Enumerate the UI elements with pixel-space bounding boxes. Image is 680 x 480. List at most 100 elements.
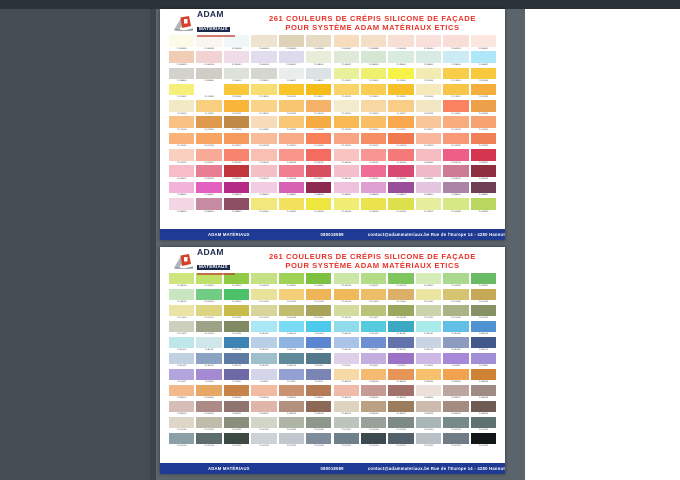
- color-swatch[interactable]: TO-BL024: [223, 353, 250, 369]
- color-swatch[interactable]: TO-VI001: [333, 353, 359, 369]
- color-swatch[interactable]: TO-BR026: [361, 401, 387, 417]
- color-swatch[interactable]: TO-RE013: [196, 165, 222, 181]
- color-swatch[interactable]: TO-BL001: [251, 321, 277, 337]
- color-swatch[interactable]: TO-BR005: [443, 369, 469, 385]
- color-swatch[interactable]: TO-RE015: [251, 165, 277, 181]
- color-swatch[interactable]: TO-OR025: [443, 132, 469, 149]
- color-swatch[interactable]: TO-OL011: [196, 305, 222, 321]
- color-swatch[interactable]: TO-OR001: [443, 100, 469, 116]
- color-swatch[interactable]: TO-VI003: [388, 353, 414, 369]
- color-swatch[interactable]: TO-WH017: [278, 51, 304, 67]
- color-swatch[interactable]: TO-BL013: [251, 337, 277, 353]
- color-swatch[interactable]: TO-OR015: [169, 132, 195, 149]
- color-swatch[interactable]: TO-GY020: [361, 433, 387, 449]
- color-swatch[interactable]: TO-GY009: [388, 417, 414, 433]
- color-swatch[interactable]: TO-GY005: [278, 417, 304, 433]
- color-swatch[interactable]: TO-OL008: [443, 289, 469, 305]
- color-swatch[interactable]: TO-BR017: [443, 385, 469, 401]
- color-swatch[interactable]: TO-MA015: [223, 197, 250, 214]
- color-swatch[interactable]: TO-RE007: [361, 149, 387, 165]
- color-swatch[interactable]: TO-GR015: [306, 273, 332, 289]
- color-swatch[interactable]: TO-BL005: [361, 321, 387, 337]
- color-swatch[interactable]: TO-RE002: [223, 149, 250, 165]
- color-swatch[interactable]: TO-YE022: [251, 100, 277, 116]
- color-swatch[interactable]: TO-OL016: [333, 305, 359, 321]
- color-swatch[interactable]: TO-OL012: [223, 305, 250, 321]
- color-swatch[interactable]: TO-BL018: [388, 337, 414, 353]
- color-swatch[interactable]: TO-RE010: [443, 149, 469, 165]
- color-swatch[interactable]: TO-GR019: [415, 273, 442, 289]
- document-page-1[interactable]: ADAM MATÉRIAUX 261 COULEURS DE CRÉPIS SI…: [160, 9, 505, 240]
- color-swatch[interactable]: TO-MA008: [361, 181, 387, 198]
- color-swatch[interactable]: TO-RE004: [278, 149, 304, 165]
- color-swatch[interactable]: TO-VI011: [278, 369, 304, 385]
- color-swatch[interactable]: TO-GY024: [470, 433, 496, 449]
- color-swatch[interactable]: TO-OR017: [223, 132, 250, 149]
- color-swatch[interactable]: TO-OL024: [223, 321, 250, 337]
- color-swatch[interactable]: TO-GY014: [196, 433, 222, 449]
- color-swatch[interactable]: TO-GR014: [278, 273, 304, 289]
- color-swatch[interactable]: TO-OR014: [470, 116, 496, 132]
- color-swatch[interactable]: TO-BL022: [169, 353, 195, 369]
- color-swatch[interactable]: TO-GY016: [251, 433, 277, 449]
- color-swatch[interactable]: TO-OR019: [278, 132, 304, 149]
- color-swatch[interactable]: TO-OL013: [251, 305, 277, 321]
- color-swatch[interactable]: TO-BR014: [361, 385, 387, 401]
- color-swatch[interactable]: TO-BL016: [333, 337, 359, 353]
- color-swatch[interactable]: TO-VI008: [196, 369, 222, 385]
- color-swatch[interactable]: TO-GR007: [415, 197, 442, 214]
- color-swatch[interactable]: TO-BL009: [470, 321, 496, 337]
- color-swatch[interactable]: TO-YE015: [388, 83, 414, 100]
- color-swatch[interactable]: TO-WH013: [169, 51, 195, 67]
- color-swatch[interactable]: TO-OR026: [470, 132, 496, 149]
- color-swatch[interactable]: TO-OR007: [278, 116, 304, 132]
- color-swatch[interactable]: TO-BL019: [415, 337, 442, 353]
- color-swatch[interactable]: TO-OL002: [278, 289, 304, 305]
- color-swatch[interactable]: TO-BL020: [443, 337, 469, 353]
- color-swatch[interactable]: TO-RE008: [388, 149, 414, 165]
- color-swatch[interactable]: TO-WH010: [415, 35, 442, 51]
- color-swatch[interactable]: TO-OR020: [306, 132, 332, 149]
- color-swatch[interactable]: TO-GY018: [306, 433, 332, 449]
- color-swatch[interactable]: TO-BL023: [196, 353, 222, 369]
- color-swatch[interactable]: TO-RA005: [415, 51, 442, 67]
- color-swatch[interactable]: TO-RE021: [415, 165, 442, 181]
- color-swatch[interactable]: TO-WH016: [251, 51, 277, 67]
- color-swatch[interactable]: TO-OL015: [306, 305, 332, 321]
- color-swatch[interactable]: TO-BR008: [196, 385, 222, 401]
- color-swatch[interactable]: TO-BR018: [470, 385, 496, 401]
- color-swatch[interactable]: TO-RA003: [361, 51, 387, 67]
- color-swatch[interactable]: TO-WH004: [251, 35, 277, 51]
- color-swatch[interactable]: TO-RE003: [251, 149, 277, 165]
- color-swatch[interactable]: TO-BL026: [278, 353, 304, 369]
- color-swatch[interactable]: TO-BL003: [306, 321, 332, 337]
- color-swatch[interactable]: TO-GY003: [223, 417, 250, 433]
- color-swatch[interactable]: TO-RA002: [333, 51, 359, 67]
- color-swatch[interactable]: TO-OL021: [470, 305, 496, 321]
- color-swatch[interactable]: TO-WH008: [361, 35, 387, 51]
- color-swatch[interactable]: TO-GY001: [169, 417, 195, 433]
- color-swatch[interactable]: TO-YE001: [333, 67, 359, 84]
- color-swatch[interactable]: TO-GR024: [223, 289, 250, 305]
- color-swatch[interactable]: TO-WH015: [223, 51, 250, 67]
- color-swatch[interactable]: TO-GR010: [169, 273, 195, 289]
- color-swatch[interactable]: TO-GR021: [470, 273, 496, 289]
- color-swatch[interactable]: TO-OR010: [361, 116, 387, 132]
- color-swatch[interactable]: TO-YE003: [388, 67, 414, 84]
- color-swatch[interactable]: TO-OR022: [361, 132, 387, 149]
- color-swatch[interactable]: TO-YE027: [388, 100, 414, 116]
- color-swatch[interactable]: TO-VI006: [470, 353, 496, 369]
- color-swatch[interactable]: TO-OR023: [388, 132, 414, 149]
- color-swatch[interactable]: TO-BR007: [169, 385, 195, 401]
- color-swatch[interactable]: TO-OR004: [196, 116, 222, 132]
- document-page-2[interactable]: ADAM MATÉRIAUX 261 COULEURS DE CRÉPIS SI…: [160, 247, 505, 474]
- color-swatch[interactable]: TO-OL004: [333, 289, 359, 305]
- color-swatch[interactable]: TO-GR003: [306, 197, 332, 214]
- color-swatch[interactable]: TO-RA007: [470, 51, 496, 67]
- color-swatch[interactable]: TO-WH005: [278, 35, 304, 51]
- color-swatch[interactable]: TO-BL027: [306, 353, 332, 369]
- color-swatch[interactable]: TO-BR013: [333, 385, 359, 401]
- color-swatch[interactable]: TO-GY012: [470, 417, 496, 433]
- color-swatch[interactable]: TO-OL023: [196, 321, 222, 337]
- color-swatch[interactable]: TO-OR003: [169, 116, 195, 132]
